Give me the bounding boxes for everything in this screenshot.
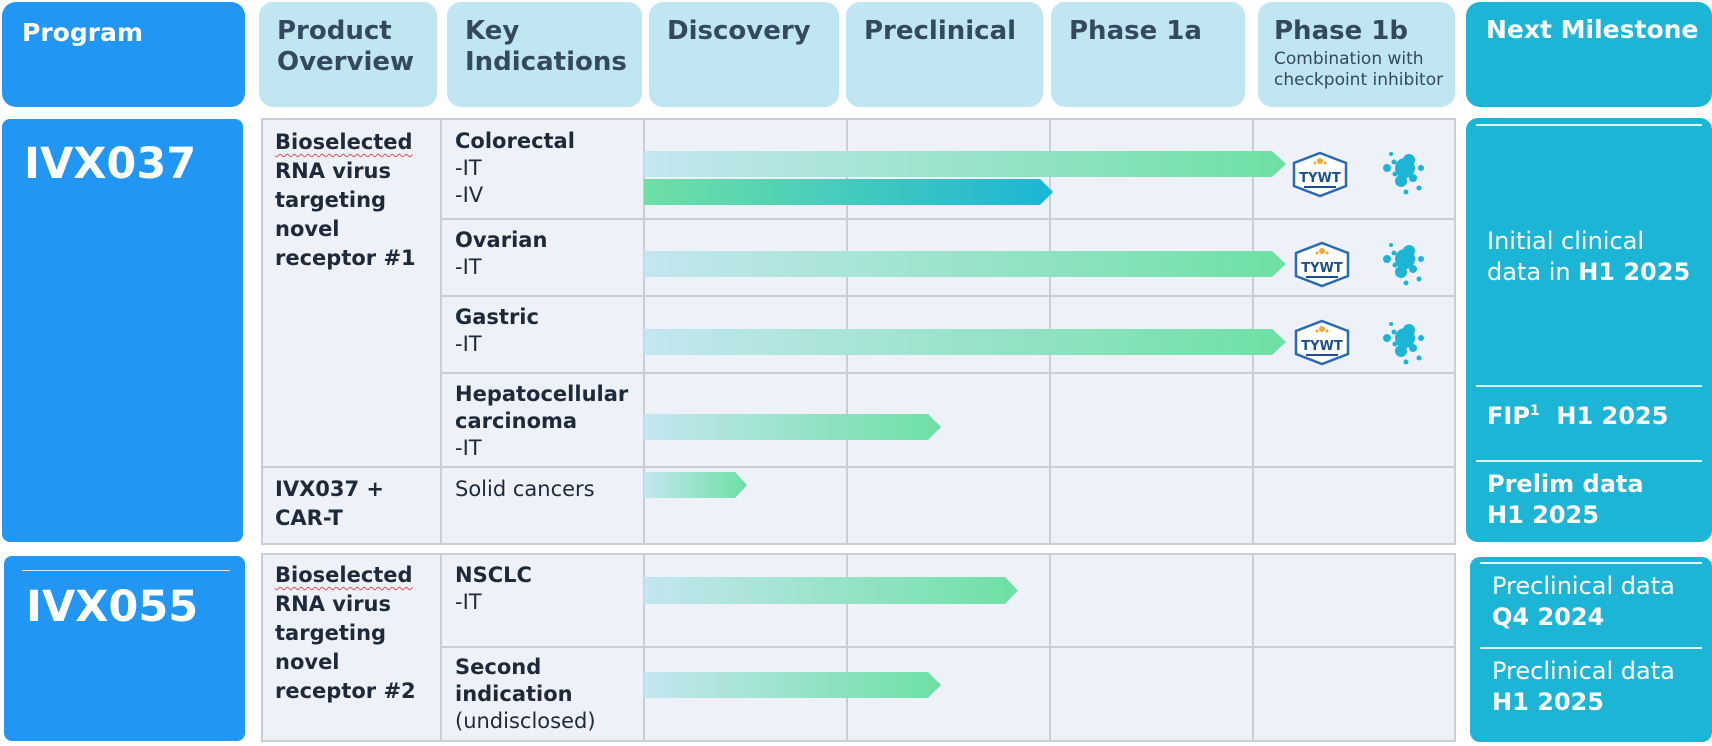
grid-line <box>440 218 1456 220</box>
tywt-badge-logo-icon: TYWT <box>1294 241 1350 288</box>
milestone-divider <box>1476 385 1702 387</box>
phase1b-subtitle: Combination with checkpoint inhibitor <box>1274 49 1444 90</box>
grid-line <box>440 372 1456 374</box>
program-ivx037: IVX037 <box>2 119 243 542</box>
program-name: IVX037 <box>24 139 197 189</box>
next-milestone-header: Next Milestone <box>1466 2 1712 107</box>
indication-ovarian: Ovarian -IT <box>455 228 548 279</box>
nsclc-progress-bar <box>644 577 1018 604</box>
tywt-badge-logo-icon: TYWT <box>1294 319 1350 366</box>
milestone-divider <box>1476 124 1702 126</box>
milestone-divider <box>1480 562 1702 564</box>
colorectal-iv-progress-bar <box>644 179 1053 205</box>
tywt-logo-text: TYWT <box>1301 261 1343 276</box>
grid-line <box>440 118 442 545</box>
ivx037-product-overview: Bioselected RNA virus targeting novel re… <box>275 130 416 270</box>
indication-hepatocellular: Hepatocellular carcinoma -IT <box>455 382 629 460</box>
indication-second: Second indication (undisclosed) <box>455 655 596 733</box>
teal-bubbles-logo-icon <box>1383 243 1424 286</box>
phase1a-header: Phase 1a <box>1051 2 1245 107</box>
indication-gastric: Gastric -IT <box>455 305 539 356</box>
ivx037-car-t-overview: IVX037 + CAR-T <box>275 477 384 530</box>
milestone-preclinical-q4: Preclinical data Q4 2024 <box>1492 572 1675 631</box>
program-ivx055: IVX055 <box>4 556 245 741</box>
gastric-progress-bar <box>644 329 1286 355</box>
milestone-preclinical-h1: Preclinical data H1 2025 <box>1492 657 1675 716</box>
indication-colorectal: Colorectal -IT -IV <box>455 129 575 207</box>
teal-bubbles-logo-icon <box>1383 322 1424 365</box>
discovery-header: Discovery <box>649 2 839 107</box>
milestone-fip: FIP1 H1 2025 <box>1487 402 1669 430</box>
ivx037-milestones <box>1466 118 1712 542</box>
program-name: IVX055 <box>26 582 199 632</box>
program-divider <box>22 570 230 571</box>
milestone-prelim-data: Prelim data H1 2025 <box>1487 470 1644 529</box>
tywt-badge-logo-icon: TYWT <box>1292 151 1348 198</box>
tywt-logo-text: TYWT <box>1299 171 1341 186</box>
indication-nsclc: NSCLC -IT <box>455 563 532 614</box>
phase1b-header: Phase 1b Combination with checkpoint inh… <box>1258 2 1455 107</box>
second-indication-progress-bar <box>644 672 941 698</box>
hepatocellular-progress-bar <box>644 414 941 440</box>
milestone-divider <box>1476 460 1702 462</box>
product-overview-header: Product Overview <box>259 2 437 107</box>
grid-line <box>440 646 1456 648</box>
grid-line <box>261 466 1456 468</box>
program-header: Program <box>2 2 245 107</box>
tywt-logo-text: TYWT <box>1301 339 1343 354</box>
ivx055-product-overview: Bioselected RNA virus targeting novel re… <box>275 563 416 703</box>
ovarian-progress-bar <box>644 251 1286 277</box>
teal-bubbles-logo-icon <box>1383 152 1424 195</box>
milestone-divider <box>1480 647 1702 649</box>
colorectal-it-progress-bar <box>644 151 1286 177</box>
key-indications-header: Key Indications <box>447 2 642 107</box>
grid-line <box>440 295 1456 297</box>
preclinical-header: Preclinical <box>846 2 1043 107</box>
ivx055-milestones <box>1470 557 1712 742</box>
solid-cancers-progress-bar <box>644 472 747 498</box>
indication-solid-cancers: Solid cancers <box>455 477 595 501</box>
milestone-initial-clinical: Initial clinical data in H1 2025 <box>1487 227 1691 286</box>
